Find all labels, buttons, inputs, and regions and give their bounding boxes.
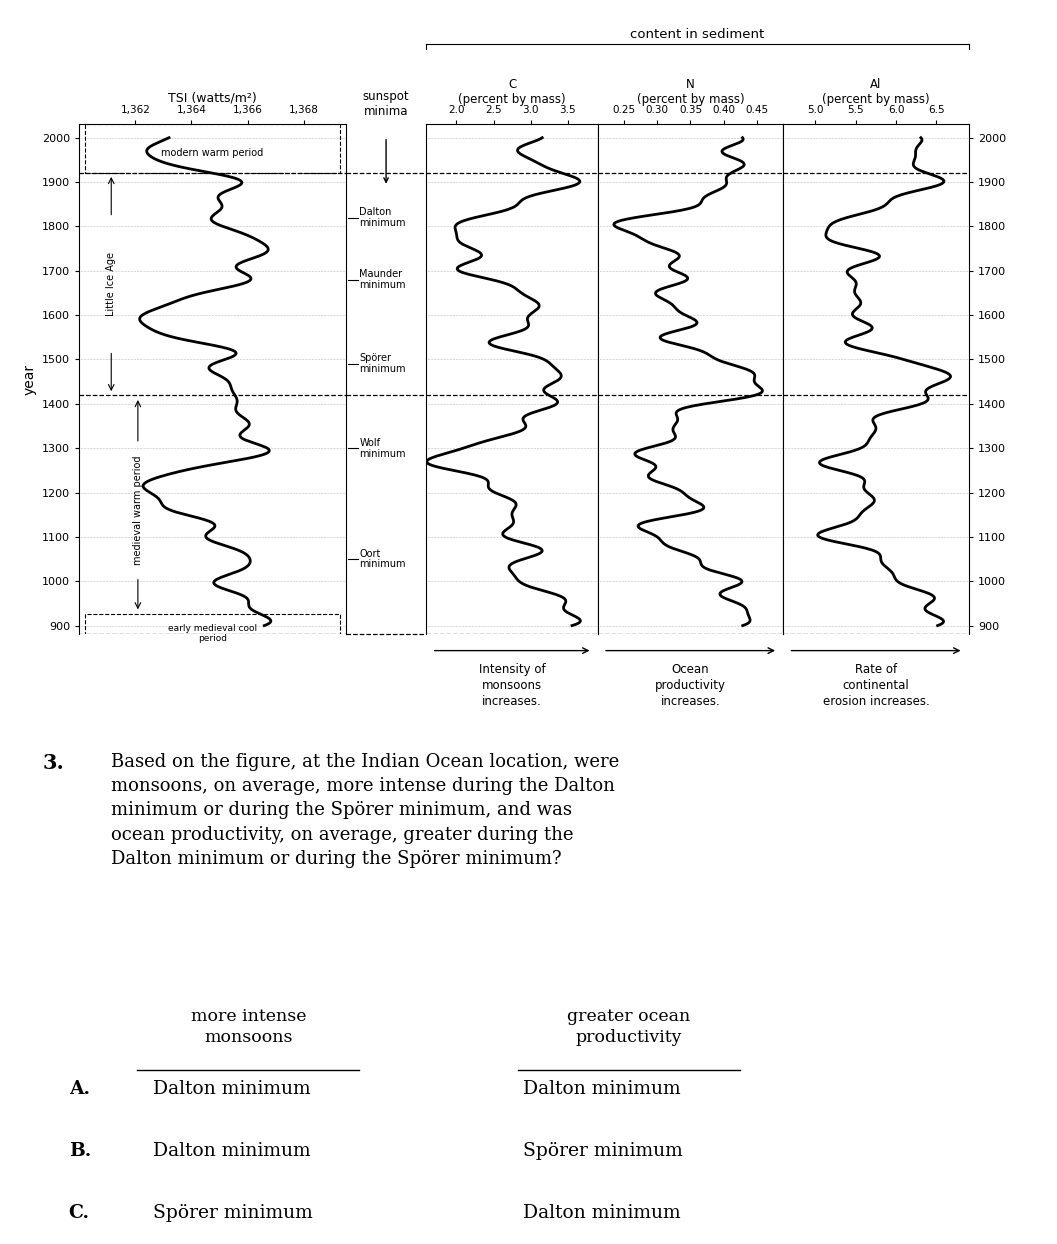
Text: B.: B.	[69, 1142, 91, 1159]
Text: Dalton minimum: Dalton minimum	[153, 1142, 311, 1159]
Bar	[85, 124, 340, 173]
X-axis label: TSI (watts/m²): TSI (watts/m²)	[168, 91, 257, 104]
Text: Dalton minimum: Dalton minimum	[523, 1080, 681, 1097]
Bar	[85, 615, 340, 646]
X-axis label: C
(percent by mass): C (percent by mass)	[459, 77, 565, 106]
Text: sunspot
minima: sunspot minima	[363, 90, 409, 118]
Text: early medieval cool
period: early medieval cool period	[168, 623, 257, 643]
Text: Spörer minimum: Spörer minimum	[153, 1204, 313, 1222]
Text: 3.: 3.	[42, 753, 64, 773]
Text: Dalton minimum: Dalton minimum	[153, 1080, 311, 1097]
Text: Dalton minimum: Dalton minimum	[523, 1204, 681, 1222]
Text: Rate of
continental
erosion increases.: Rate of continental erosion increases.	[822, 663, 929, 708]
Text: Based on the figure, at the Indian Ocean location, were
monsoons, on average, mo: Based on the figure, at the Indian Ocean…	[111, 753, 619, 868]
Text: Oort
minimum: Oort minimum	[359, 549, 406, 570]
Text: medieval warm period: medieval warm period	[133, 455, 143, 565]
Text: C.: C.	[69, 1204, 90, 1222]
Text: A.: A.	[69, 1080, 90, 1097]
Text: more intense
monsoons: more intense monsoons	[190, 1008, 307, 1045]
Text: content in sediment: content in sediment	[630, 29, 765, 41]
Y-axis label: year: year	[22, 363, 37, 396]
X-axis label: N
(percent by mass): N (percent by mass)	[636, 77, 744, 106]
Text: modern warm period: modern warm period	[162, 148, 263, 158]
Text: Spörer
minimum: Spörer minimum	[359, 353, 406, 374]
Text: Dalton
minimum: Dalton minimum	[359, 208, 406, 228]
Text: Maunder
minimum: Maunder minimum	[359, 269, 406, 290]
Text: greater ocean
productivity: greater ocean productivity	[568, 1008, 690, 1045]
Text: Ocean
productivity
increases.: Ocean productivity increases.	[655, 663, 726, 708]
X-axis label: Al
(percent by mass): Al (percent by mass)	[822, 77, 930, 106]
Text: Intensity of
monsoons
increases.: Intensity of monsoons increases.	[479, 663, 545, 708]
Text: Wolf
minimum: Wolf minimum	[359, 438, 406, 459]
Text: Spörer minimum: Spörer minimum	[523, 1142, 683, 1159]
Text: Little Ice Age: Little Ice Age	[107, 253, 116, 316]
